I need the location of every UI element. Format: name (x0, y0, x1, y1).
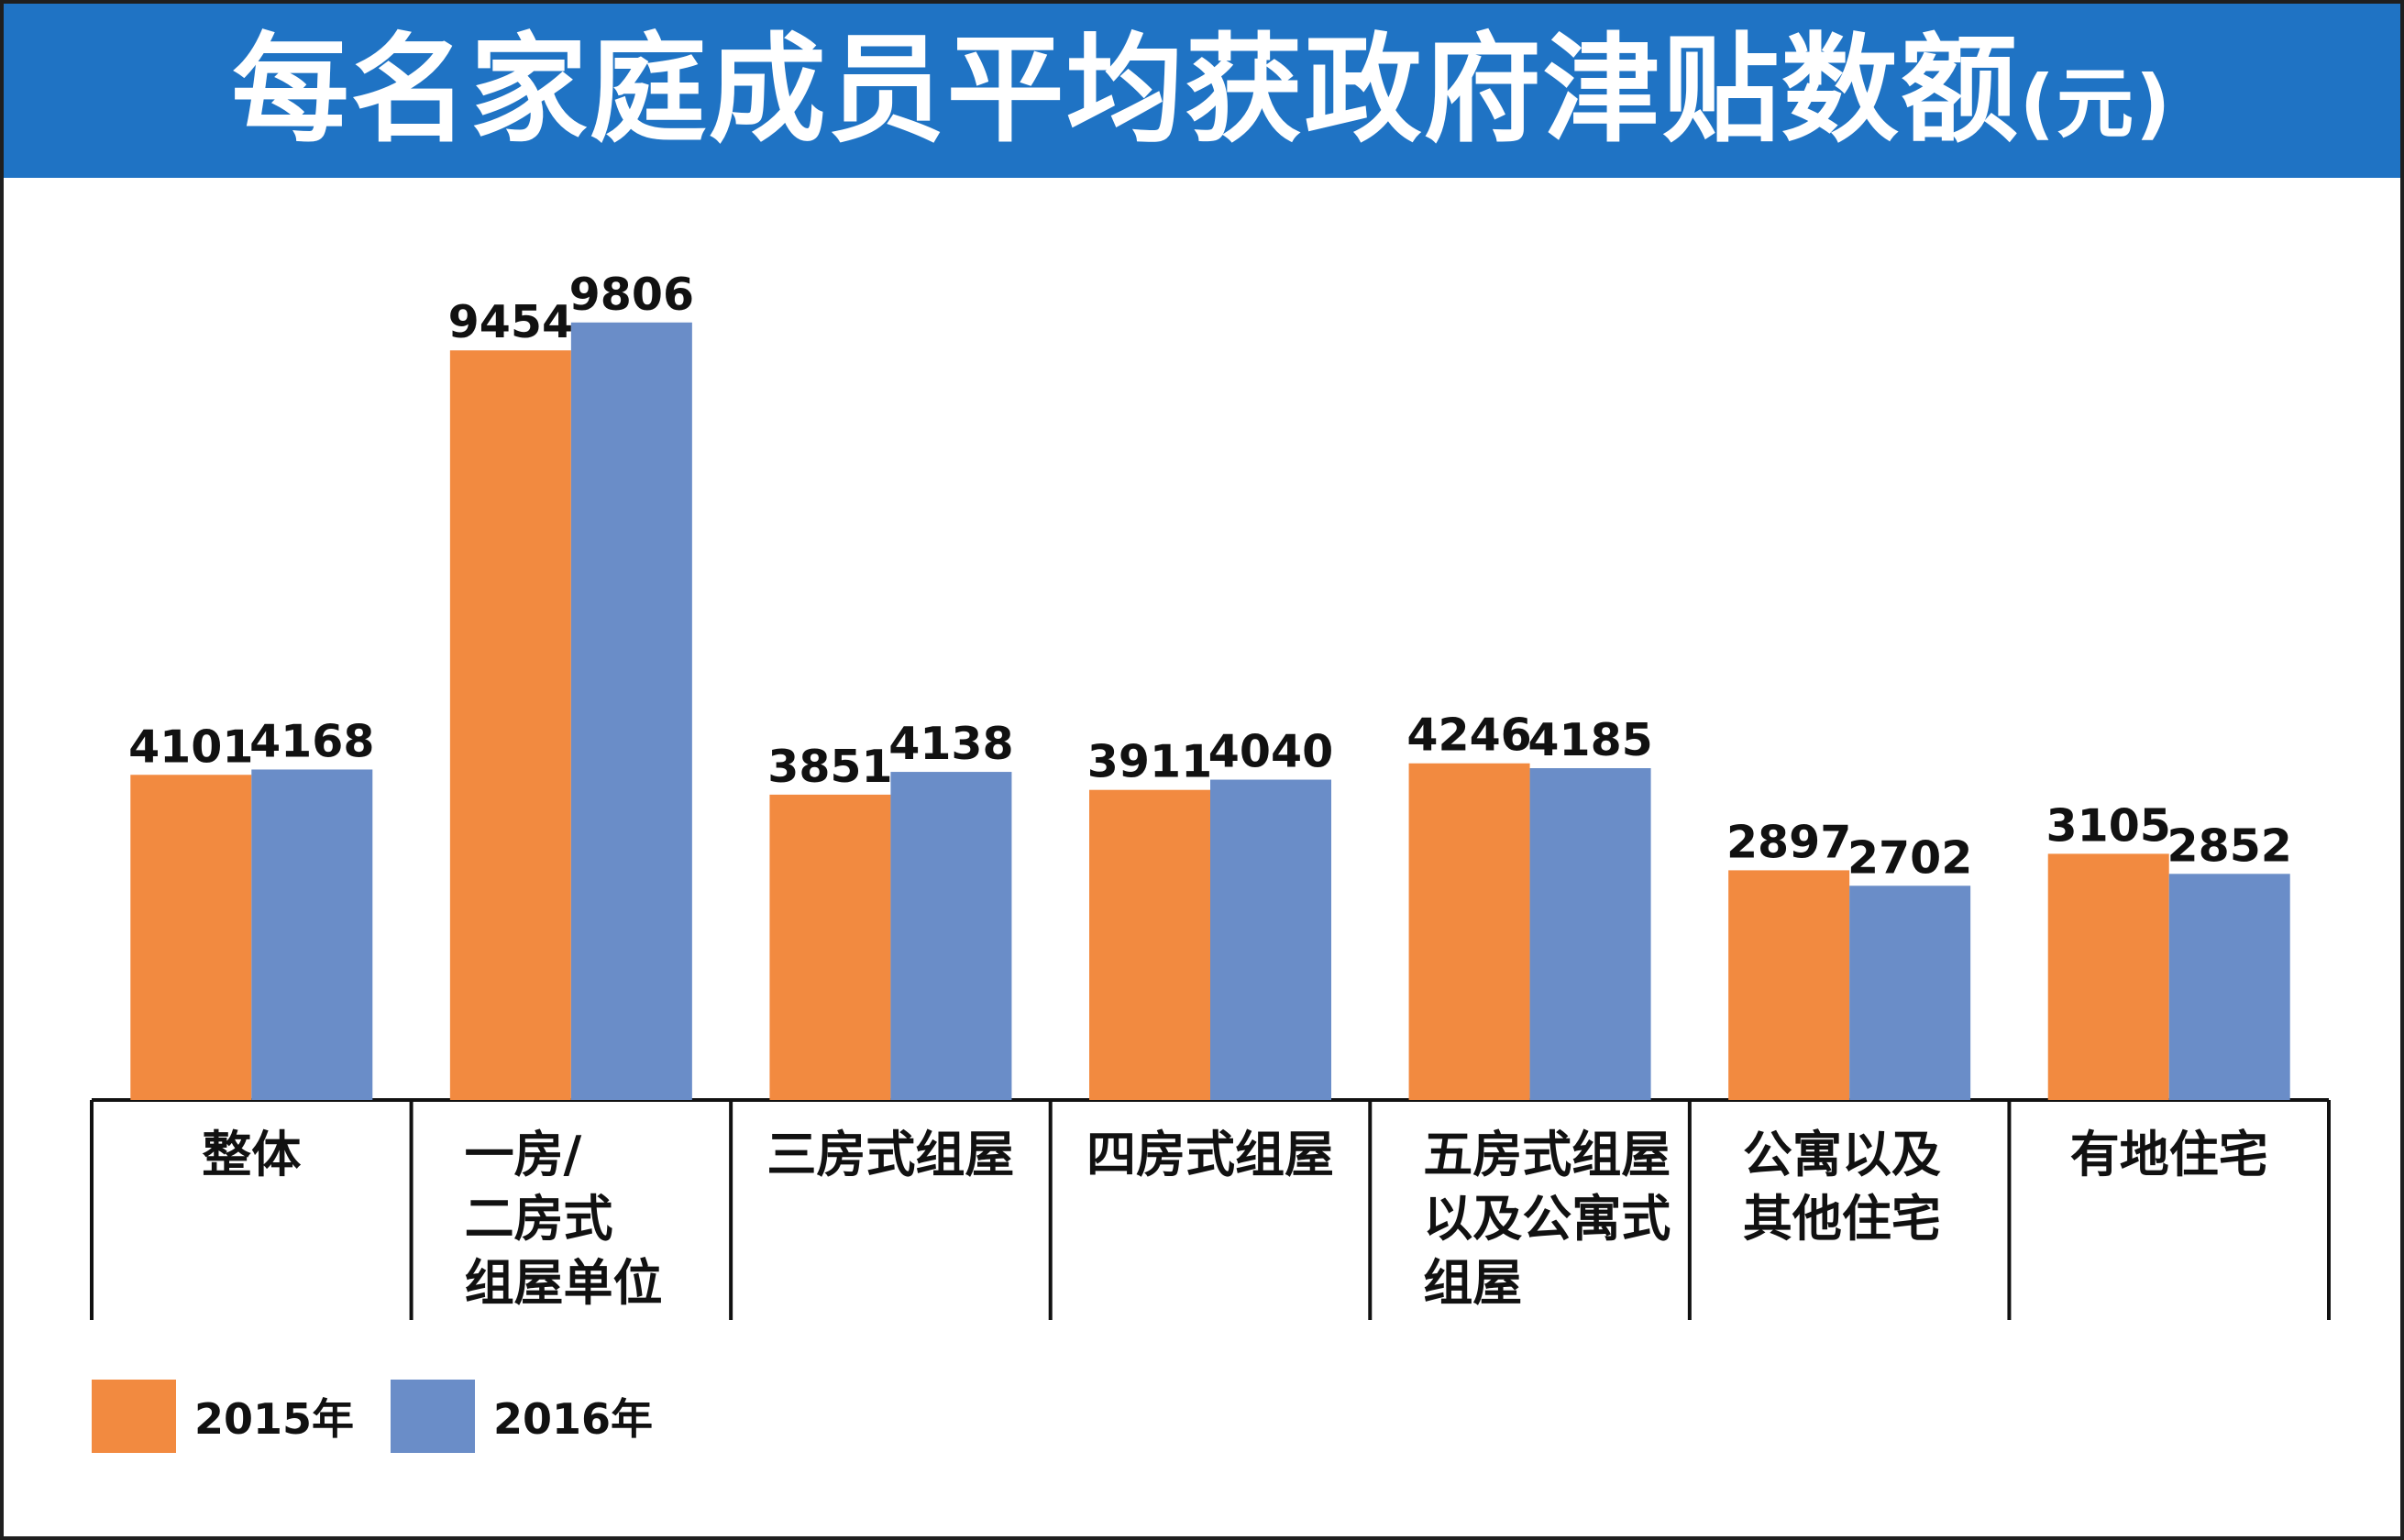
bar-value-label: 4168 (249, 715, 374, 767)
legend-label-2015: 2015年 (194, 1394, 355, 1444)
bar-2016 (1529, 767, 1651, 1100)
category-label: 二房式 (465, 1190, 613, 1248)
legend-label-2016: 2016年 (493, 1394, 654, 1444)
legend-swatch-2016 (391, 1380, 476, 1453)
category-label: 其他住宅 (1743, 1190, 1941, 1248)
bar-2015 (449, 350, 571, 1100)
bar-2016 (1849, 886, 1971, 1100)
bar-value-label: 4040 (1208, 726, 1333, 778)
category-label: 整体 (202, 1126, 301, 1183)
bar-value-label: 3851 (767, 741, 892, 793)
legend-item-2015: 2015年 (92, 1380, 354, 1453)
title-bar: 每名家庭成员平均获政府津贴数额(元) (4, 4, 2400, 178)
bar-value-label: 4185 (1527, 714, 1652, 766)
bar-2015 (130, 775, 252, 1100)
category-label: 五房式组屋 (1423, 1126, 1671, 1183)
category-label: 一房/ (465, 1126, 582, 1183)
bar-value-label: 4101 (128, 720, 253, 773)
bar-2016 (1210, 779, 1331, 1100)
chart-title: 每名家庭成员平均获政府津贴数额(元) (232, 32, 2173, 149)
bar-value-label: 3911 (1087, 736, 1212, 788)
bar-value-label: 2702 (1847, 831, 1972, 884)
bar-2016 (251, 769, 373, 1100)
bar-value-label: 4246 (1406, 710, 1531, 762)
bar-value-label: 2852 (2167, 820, 2292, 872)
legend: 2015年 2016年 (92, 1380, 689, 1453)
legend-item-2016: 2016年 (391, 1380, 653, 1453)
category-label: 公寓以及 (1743, 1126, 1941, 1183)
bar-2015 (1408, 763, 1530, 1100)
bar-2016 (2168, 874, 2290, 1100)
bar-2016 (890, 772, 1012, 1100)
bar-value-label: 3105 (2046, 799, 2171, 852)
category-label: 组屋单位 (465, 1254, 663, 1312)
category-label: 四房式组屋 (1086, 1126, 1334, 1183)
bar-2015 (1089, 789, 1210, 1100)
bar-2015 (1728, 870, 1850, 1100)
bar-value-label: 9806 (569, 269, 694, 321)
category-label: 有地住宅 (2070, 1126, 2268, 1183)
bar-2015 (2047, 853, 2169, 1100)
chart-title-main: 每名家庭成员平均获政府津贴数额 (231, 22, 2020, 159)
bar-value-label: 9454 (448, 296, 573, 348)
chart-title-unit: (元) (2019, 59, 2173, 148)
category-label: 以及公寓式 (1423, 1190, 1671, 1248)
bar-value-label: 4138 (888, 718, 1013, 770)
category-label: 组屋 (1423, 1254, 1522, 1312)
bar-2016 (570, 322, 692, 1100)
bar-2015 (769, 794, 891, 1100)
bar-value-label: 2897 (1726, 816, 1851, 868)
legend-swatch-2015 (92, 1380, 176, 1453)
category-label: 三房式组屋 (766, 1126, 1014, 1183)
